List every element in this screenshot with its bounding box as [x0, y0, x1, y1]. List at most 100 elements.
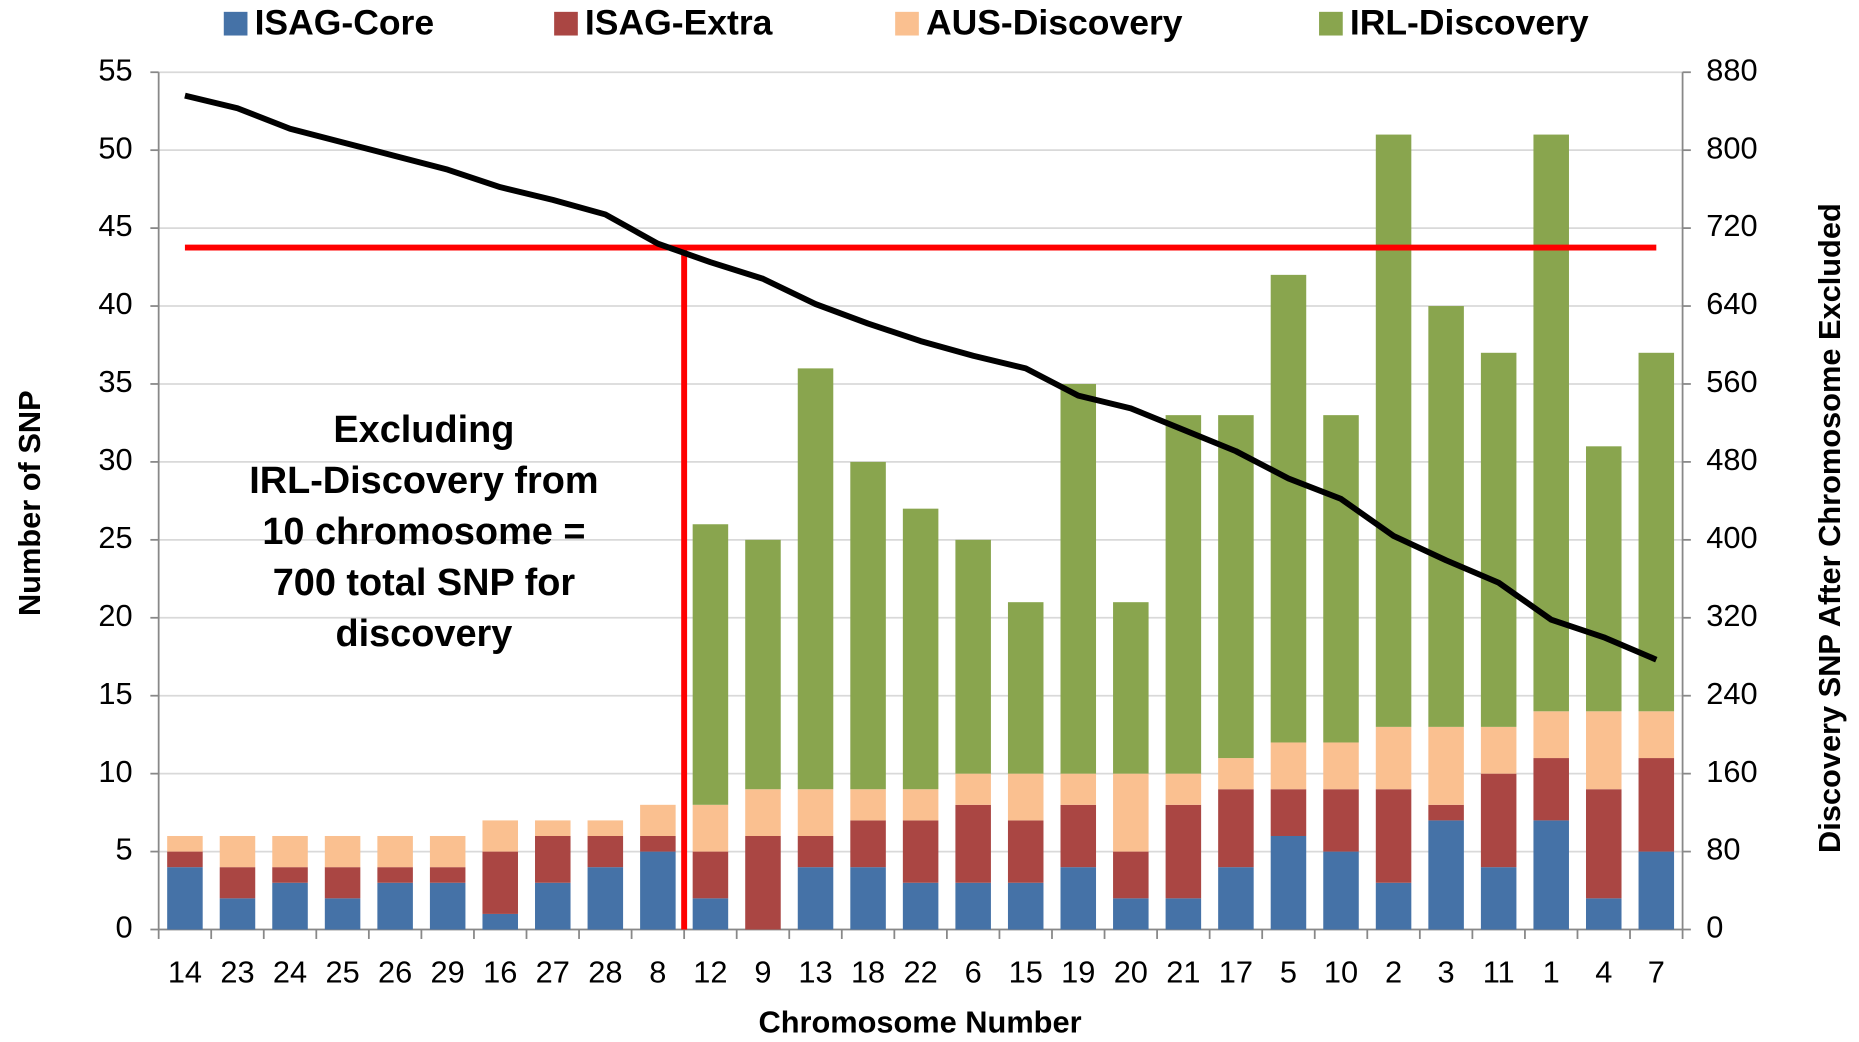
- bar-segment: [1323, 742, 1359, 790]
- bar-segment: [535, 820, 571, 836]
- bar-segment: [482, 851, 518, 914]
- x-tick-label: 20: [1114, 955, 1148, 990]
- x-tick-label: 7: [1648, 955, 1665, 990]
- bar-segment: [219, 898, 256, 930]
- bar-segment: [850, 461, 886, 790]
- x-tick-label: 12: [693, 955, 727, 990]
- y2-tick-label: 0: [1706, 910, 1723, 945]
- bar-segment: [272, 867, 308, 883]
- bar-segment: [1638, 758, 1675, 852]
- legend-label: ISAG-Extra: [585, 2, 773, 42]
- bar-segment: [377, 882, 413, 930]
- bar-segment: [1480, 773, 1517, 868]
- bar-segment: [955, 539, 991, 774]
- x-tick-label: 26: [378, 955, 412, 990]
- y-tick-label: 15: [98, 676, 132, 711]
- y2-tick-label: 400: [1706, 520, 1757, 555]
- bar-segment: [482, 913, 518, 930]
- bar-segment: [1533, 758, 1569, 821]
- y-axis-label: Number of SNP: [12, 390, 47, 616]
- bar-segment: [1428, 820, 1464, 930]
- bar-segment: [1113, 851, 1149, 899]
- bar-segment: [1375, 882, 1412, 930]
- bar-segment: [902, 789, 939, 821]
- x-tick-label: 13: [798, 955, 832, 990]
- y-tick-label: 20: [98, 598, 132, 633]
- bar-segment: [1060, 867, 1097, 930]
- legend-swatch: [554, 11, 578, 36]
- bar-segment: [640, 835, 676, 852]
- bar-segment: [1480, 352, 1517, 727]
- legend-label: ISAG-Core: [255, 2, 435, 42]
- y-tick-label: 35: [98, 364, 132, 399]
- bar-segment: [1533, 820, 1569, 930]
- bar-segment: [1533, 711, 1569, 759]
- x-tick-label: 29: [431, 955, 465, 990]
- bar-segment: [167, 835, 203, 852]
- bar-segment: [1428, 804, 1464, 821]
- bar-segment: [429, 835, 466, 868]
- bar-segment: [1323, 789, 1359, 852]
- bar-segment: [1428, 306, 1464, 727]
- bar-segment: [1270, 742, 1307, 790]
- bar-segment: [1533, 134, 1569, 712]
- bar-segment: [1638, 851, 1675, 930]
- annotation: 700 total SNP for: [273, 562, 576, 604]
- bar-segment: [1375, 134, 1412, 727]
- x-tick-label: 17: [1219, 955, 1253, 990]
- annotation: Excluding: [333, 409, 514, 451]
- bar-segment: [324, 835, 361, 868]
- x-tick-label: 4: [1595, 955, 1612, 990]
- y2-tick-label: 480: [1706, 442, 1757, 477]
- bar-segment: [1585, 446, 1622, 712]
- bar-segment: [692, 804, 729, 852]
- bar-segment: [324, 867, 361, 899]
- bar-segment: [1375, 726, 1412, 790]
- y-tick-label: 5: [115, 832, 132, 867]
- bar-segment: [1113, 898, 1149, 930]
- x-tick-label: 18: [851, 955, 885, 990]
- bar-segment: [1060, 804, 1097, 868]
- bar-segment: [1585, 789, 1622, 899]
- y2-tick-label: 800: [1706, 130, 1757, 165]
- y-tick-label: 0: [115, 910, 132, 945]
- x-axis-label: Chromosome Number: [758, 1004, 1081, 1039]
- bar-segment: [1218, 867, 1254, 930]
- bar-segment: [1113, 602, 1149, 774]
- x-tick-label: 9: [754, 955, 771, 990]
- bar-segment: [1007, 773, 1044, 821]
- x-tick-label: 24: [273, 955, 307, 990]
- annotation: discovery: [335, 613, 512, 655]
- x-tick-label: 19: [1061, 955, 1095, 990]
- bar-segment: [219, 867, 256, 899]
- bar-segment: [1270, 835, 1307, 930]
- bar-segment: [850, 789, 886, 821]
- x-tick-label: 16: [483, 955, 517, 990]
- bar-segment: [587, 820, 624, 836]
- bar-segment: [902, 882, 939, 930]
- bar-segment: [692, 524, 729, 805]
- y-tick-label: 25: [98, 520, 132, 555]
- bar-segment: [1060, 383, 1097, 774]
- bar-segment: [1218, 789, 1254, 868]
- bar-segment: [482, 820, 518, 852]
- legend-swatch: [1319, 11, 1343, 36]
- x-tick-label: 21: [1166, 955, 1200, 990]
- bar-segment: [1007, 882, 1044, 930]
- bar-segment: [1270, 789, 1307, 836]
- bar-segment: [1165, 898, 1202, 930]
- bar-segment: [587, 867, 624, 930]
- bar-segment: [587, 835, 624, 868]
- bar-segment: [797, 867, 834, 930]
- y-tick-label: 50: [98, 130, 132, 165]
- y2-tick-label: 720: [1706, 208, 1757, 243]
- x-tick-label: 25: [325, 955, 359, 990]
- bar-segment: [167, 851, 203, 868]
- y2-tick-label: 80: [1706, 832, 1740, 867]
- bar-segment: [797, 368, 834, 790]
- y2-tick-label: 640: [1706, 286, 1757, 321]
- bar-segment: [429, 867, 466, 883]
- bar-segment: [219, 835, 256, 868]
- x-tick-label: 11: [1483, 955, 1515, 990]
- bar-segment: [640, 804, 676, 836]
